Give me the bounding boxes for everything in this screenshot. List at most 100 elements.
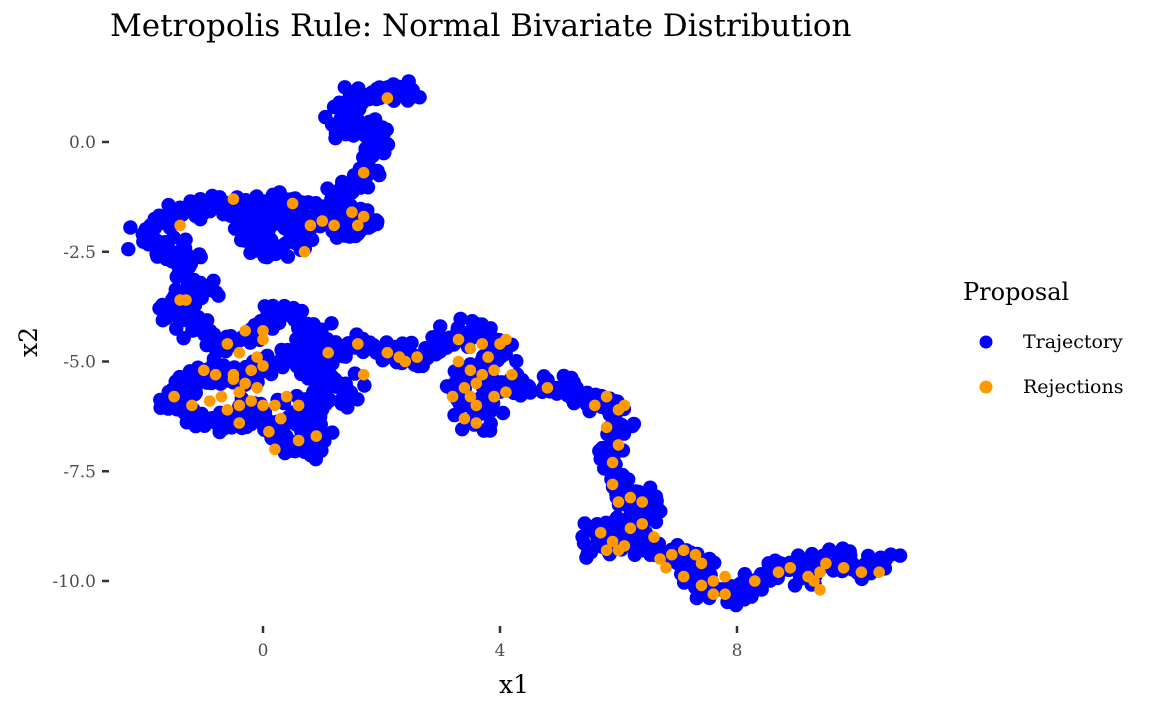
- legend-label-rejections: Rejections: [1023, 376, 1123, 398]
- trajectory-point: [318, 109, 333, 125]
- trajectory-point: [265, 298, 281, 314]
- trajectory-point: [264, 366, 279, 382]
- rejection-point: [239, 325, 251, 337]
- rejection-point: [660, 562, 672, 574]
- trajectory-point: [254, 239, 270, 254]
- rejection-point: [837, 562, 850, 574]
- trajectory-point: [559, 377, 574, 392]
- trajectory-point: [350, 83, 365, 99]
- trajectory-point: [604, 522, 619, 537]
- trajectory-point: [252, 211, 267, 226]
- trajectory-point: [272, 315, 287, 330]
- trajectory-point: [297, 352, 312, 367]
- trajectory-point: [362, 335, 377, 350]
- trajectory-point: [141, 235, 156, 250]
- rejection-point: [719, 588, 731, 600]
- rejection-point: [215, 390, 228, 403]
- rejection-point: [233, 386, 246, 399]
- rejection-point: [251, 351, 263, 363]
- trajectory-point: [277, 237, 292, 252]
- trajectory-point: [329, 230, 345, 245]
- trajectory-point: [601, 440, 616, 455]
- rejection-point: [612, 439, 625, 451]
- trajectory-point: [728, 597, 744, 613]
- x-axis-label: x1: [499, 670, 529, 699]
- trajectory-point: [787, 578, 803, 593]
- rejection-point: [707, 575, 720, 587]
- trajectory-point: [200, 313, 215, 328]
- rejection-point: [476, 368, 489, 381]
- rejection-point: [464, 342, 477, 355]
- trajectory-point: [254, 415, 269, 431]
- trajectory-point: [311, 438, 326, 453]
- rejection-point: [233, 417, 246, 429]
- trajectory-point: [634, 543, 649, 558]
- trajectory-point: [306, 384, 321, 399]
- rejection-point: [488, 390, 500, 403]
- trajectory-point: [358, 146, 373, 161]
- trajectory-point: [169, 269, 184, 285]
- rejection-point: [636, 518, 648, 530]
- trajectory-point: [340, 342, 356, 357]
- trajectory-point: [737, 567, 752, 582]
- rejections-series: [168, 92, 885, 600]
- rejection-point: [245, 364, 257, 377]
- rejection-point: [855, 566, 868, 578]
- rejection-point: [322, 346, 335, 359]
- rejection-point: [203, 395, 216, 407]
- trajectory-point: [179, 312, 194, 327]
- rejection-point: [606, 478, 619, 491]
- rejection-point: [446, 390, 459, 403]
- rejection-point: [263, 425, 275, 438]
- trajectory-point: [144, 219, 160, 235]
- rejection-point: [677, 570, 690, 583]
- rejection-point: [464, 364, 477, 377]
- rejection-point: [180, 294, 192, 306]
- rejection-point: [606, 456, 619, 469]
- legend-key-rejections: [979, 380, 993, 394]
- rejection-point: [198, 364, 210, 377]
- rejection-point: [606, 535, 619, 548]
- x-axis: 0 4 8: [258, 626, 742, 661]
- trajectory-point: [302, 397, 318, 413]
- trajectory-point: [401, 91, 416, 107]
- trajectory-point: [736, 580, 752, 596]
- rejection-point: [464, 390, 477, 403]
- trajectory-point: [208, 329, 223, 344]
- trajectory-point: [791, 548, 806, 563]
- trajectory-point: [455, 422, 470, 437]
- trajectory-point: [433, 319, 448, 334]
- rejection-point: [808, 575, 820, 587]
- rejection-point: [292, 399, 305, 412]
- rejection-point: [500, 333, 512, 346]
- trajectory-point: [472, 326, 487, 341]
- rejection-point: [316, 215, 329, 227]
- rejection-point: [482, 351, 494, 363]
- trajectory-point: [583, 545, 599, 560]
- trajectory-point: [301, 363, 317, 379]
- rejection-point: [541, 382, 554, 394]
- x-tick-label: 0: [258, 641, 269, 661]
- trajectory-point: [357, 378, 372, 393]
- trajectory-point: [339, 219, 354, 234]
- trajectory-point: [336, 125, 352, 140]
- rejection-point: [506, 368, 518, 381]
- trajectory-point: [313, 407, 328, 422]
- rejection-point: [612, 544, 625, 557]
- trajectory-point: [193, 212, 208, 227]
- rejection-point: [695, 557, 708, 570]
- rejection-point: [168, 390, 180, 403]
- y-axis: 0.0 -2.5 -5.0 -7.5 -10.0: [52, 133, 109, 592]
- rejection-point: [719, 570, 731, 583]
- rejection-point: [470, 377, 483, 390]
- rejection-point: [357, 166, 370, 179]
- rejection-point: [280, 390, 293, 403]
- rejection-point: [357, 210, 370, 223]
- chart-title: Metropolis Rule: Normal Bivariate Distri…: [110, 8, 852, 44]
- trajectory-point: [649, 499, 664, 514]
- trajectory-point: [166, 252, 181, 268]
- trajectory-point: [401, 74, 416, 89]
- rejection-point: [820, 557, 832, 570]
- trajectory-point: [272, 185, 287, 200]
